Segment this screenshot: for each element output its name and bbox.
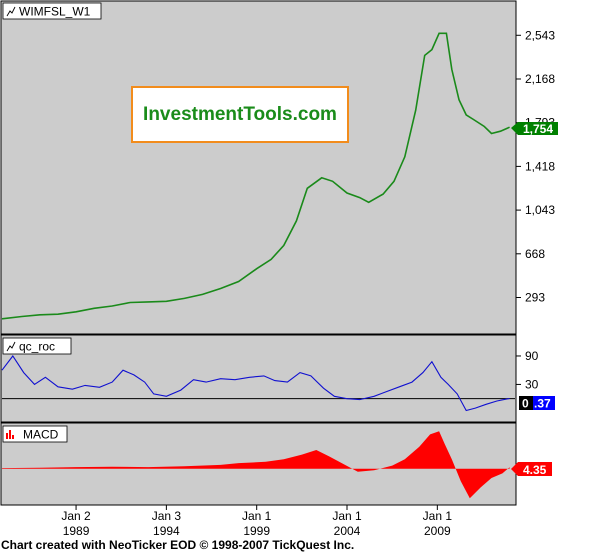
roc-title: qc_roc xyxy=(19,340,55,354)
price-tick-label: 1,043 xyxy=(525,203,555,217)
price-tick-label: 2,543 xyxy=(525,28,555,42)
price-tick-label: 1,418 xyxy=(525,159,555,173)
time-tick-year: 2009 xyxy=(424,524,451,538)
line-chart-icon xyxy=(6,341,16,352)
price-tick-label: 2,168 xyxy=(525,72,555,86)
roc-last-badge: 0 .37 xyxy=(519,396,555,411)
price-last-badge: 1,754 xyxy=(511,122,558,136)
macd-histogram xyxy=(2,431,510,499)
investmenttools-logo: InvestmentTools.com xyxy=(131,86,349,143)
macd-title: MACD xyxy=(23,428,59,442)
price-last-value: 1,754 xyxy=(523,122,553,136)
price-tick-label: 293 xyxy=(525,291,545,305)
macd-last-value: 4.35 xyxy=(523,463,547,477)
macd-last-badge: 4.35 xyxy=(511,462,552,477)
price-pane xyxy=(0,0,517,335)
footer-credit: Chart created with NeoTicker EOD © 1998-… xyxy=(1,538,355,552)
roc-tick-label: 90 xyxy=(525,349,539,363)
time-tick-month: Jan 1 xyxy=(242,509,272,523)
histogram-icon xyxy=(6,430,14,439)
time-tick-month: Jan 3 xyxy=(152,509,182,523)
price-series-line xyxy=(1,32,510,320)
roc-pane xyxy=(0,334,517,423)
time-tick-month: Jan 2 xyxy=(61,509,91,523)
line-chart-icon xyxy=(6,6,16,17)
roc-last-value-int: 0 xyxy=(522,397,529,411)
time-tick-month: Jan 1 xyxy=(423,509,453,523)
roc-last-value-frac: .37 xyxy=(534,397,551,411)
roc-series-line xyxy=(1,355,510,412)
time-tick-year: 2004 xyxy=(334,524,361,538)
price-tick-label: 668 xyxy=(525,247,545,261)
price-pane-title: WIMFSL_W1 xyxy=(2,2,102,20)
time-tick-year: 1999 xyxy=(243,524,270,538)
roc-tick-label: 30 xyxy=(525,377,539,391)
time-tick-month: Jan 1 xyxy=(332,509,362,523)
price-title: WIMFSL_W1 xyxy=(19,5,91,19)
roc-pane-title: qc_roc xyxy=(2,337,72,355)
roc-axis: 90 30 xyxy=(516,349,539,391)
macd-pane-title: MACD xyxy=(2,425,68,443)
time-tick-year: 1989 xyxy=(63,524,90,538)
time-tick-year: 1994 xyxy=(153,524,180,538)
